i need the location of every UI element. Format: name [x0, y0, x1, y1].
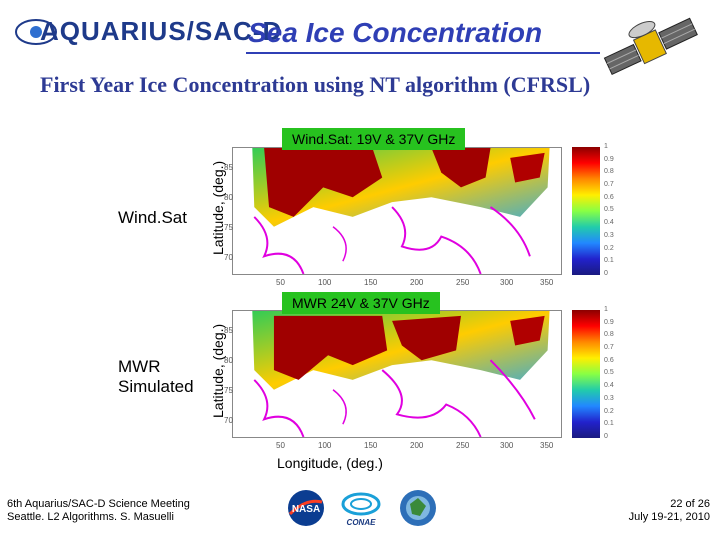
- cb-tick: 0.1: [604, 420, 614, 428]
- cb-tick: 0.4: [604, 219, 614, 227]
- y-tick: 70: [224, 253, 233, 262]
- cb-tick: 0.9: [604, 155, 614, 163]
- cb-tick: 0.2: [604, 244, 614, 252]
- x-axis-label: Longitude, (deg.): [277, 455, 383, 471]
- conae-logo-icon: CONAE: [341, 492, 381, 527]
- y-tick: 85: [224, 326, 233, 335]
- cb-tick: 0.7: [604, 181, 614, 189]
- row-label-windsat: Wind.Sat: [118, 208, 187, 227]
- cb-tick: 0: [604, 432, 608, 440]
- x-tick: 100: [318, 441, 332, 450]
- meeting-info: 6th Aquarius/SAC-D Science Meeting Seatt…: [7, 498, 190, 524]
- cb-tick: 0.8: [604, 168, 614, 176]
- y-tick: 85: [224, 163, 233, 172]
- aquarius-logo: [15, 19, 57, 45]
- asi-logo-icon: [400, 490, 436, 526]
- cb-tick: 0.3: [604, 231, 614, 239]
- mwr-ice-map: [232, 310, 562, 438]
- y-tick: 80: [224, 193, 233, 202]
- x-tick: 200: [410, 278, 424, 287]
- x-tick: 300: [500, 441, 514, 450]
- colorbar-ticks: 1 0.9 0.8 0.7 0.6 0.5 0.4 0.3 0.2 0.1 0: [604, 306, 614, 440]
- satellite-icon: [603, 17, 698, 76]
- cb-tick: 0.9: [604, 318, 614, 326]
- meeting-line2: Seattle. L2 Algorithms. S. Masuelli: [7, 511, 174, 523]
- x-tick: 150: [364, 278, 378, 287]
- cb-tick: 0.5: [604, 206, 614, 214]
- windsat-badge: Wind.Sat: 19V & 37V GHz: [282, 128, 466, 150]
- x-tick: 200: [410, 441, 424, 450]
- nasa-logo-icon: NASA: [288, 490, 324, 526]
- x-tick: 50: [276, 441, 285, 450]
- y-axis-label-windsat: Latitude, (deg.): [210, 160, 226, 255]
- y-axis-label-mwr: Latitude, (deg.): [210, 323, 226, 418]
- x-tick: 250: [456, 278, 470, 287]
- cb-tick: 1: [604, 143, 608, 150]
- svg-text:NASA: NASA: [292, 504, 320, 515]
- x-tick: 150: [364, 441, 378, 450]
- y-tick: 80: [224, 356, 233, 365]
- cb-tick: 0.6: [604, 193, 614, 201]
- x-tick: 250: [456, 441, 470, 450]
- cb-tick: 0.5: [604, 369, 614, 377]
- cb-tick: 0.8: [604, 331, 614, 339]
- page-number: 22 of 26: [670, 498, 710, 510]
- page-title: Sea Ice Concentration: [248, 17, 543, 48]
- mwr-badge: MWR 24V & 37V GHz: [282, 292, 440, 314]
- svg-text:CONAE: CONAE: [347, 518, 377, 527]
- logo-text: AQUARIUS/SAC-D: [40, 16, 283, 46]
- cb-tick: 0.6: [604, 356, 614, 364]
- x-tick: 350: [540, 441, 554, 450]
- subtitle: First Year Ice Concentration using NT al…: [40, 72, 591, 97]
- y-tick: 75: [224, 223, 233, 232]
- cb-tick: 0.2: [604, 407, 614, 415]
- colorbar-ticks: 1 0.9 0.8 0.7 0.6 0.5 0.4 0.3 0.2 0.1 0: [604, 143, 614, 277]
- title-underline: [246, 52, 600, 54]
- x-tick: 50: [276, 278, 285, 287]
- y-tick: 75: [224, 386, 233, 395]
- cb-tick: 0.3: [604, 394, 614, 402]
- page-info: 22 of 26 July 19-21, 2010: [629, 498, 710, 524]
- windsat-ice-map: [232, 147, 562, 275]
- y-tick: 70: [224, 416, 233, 425]
- row-label-mwr-2: Simulated: [118, 377, 194, 396]
- meeting-line1: 6th Aquarius/SAC-D Science Meeting: [7, 498, 190, 510]
- cb-tick: 0.1: [604, 257, 614, 265]
- meeting-dates: July 19-21, 2010: [628, 511, 710, 523]
- cb-tick: 0: [604, 269, 608, 277]
- x-tick: 350: [540, 278, 554, 287]
- cb-tick: 0.7: [604, 344, 614, 352]
- row-label-mwr: MWR: [118, 357, 161, 376]
- x-tick: 300: [500, 278, 514, 287]
- x-tick: 100: [318, 278, 332, 287]
- cb-tick: 1: [604, 306, 608, 313]
- colorbar-windsat: [572, 147, 600, 275]
- cb-tick: 0.4: [604, 382, 614, 390]
- colorbar-mwr: [572, 310, 600, 438]
